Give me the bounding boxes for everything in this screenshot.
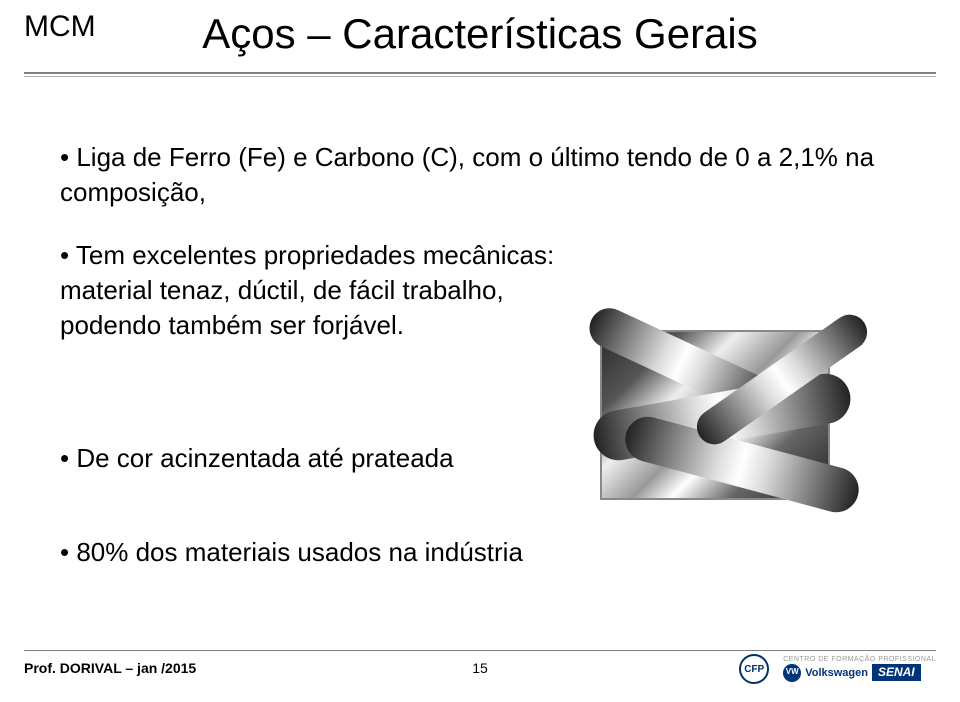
- title-rule-thin: [24, 76, 936, 77]
- vw-logo-block: CENTRO DE FORMAÇÃO PROFISSIONAL VW Volks…: [783, 656, 936, 682]
- vw-small-text: CENTRO DE FORMAÇÃO PROFISSIONAL: [783, 656, 936, 664]
- footer: Prof. DORIVAL – jan /2015 15 CFP CENTRO …: [0, 650, 960, 690]
- footer-logos: CFP CENTRO DE FORMAÇÃO PROFISSIONAL VW V…: [739, 654, 936, 684]
- vw-roundel-icon: VW: [783, 664, 801, 682]
- footer-rule: [24, 650, 936, 651]
- header: MCM Aços – Características Gerais: [0, 10, 960, 58]
- page-title: Aços – Características Gerais: [0, 10, 960, 58]
- title-rule-thick: [24, 72, 936, 74]
- bullet-item: 80% dos materiais usados na indústria: [60, 535, 900, 570]
- slide: MCM Aços – Características Gerais Liga d…: [0, 0, 960, 702]
- corner-label: MCM: [24, 10, 96, 44]
- cfp-logo-icon: CFP: [739, 654, 769, 684]
- senai-logo: SENAI: [872, 664, 921, 681]
- bullet-item: Liga de Ferro (Fe) e Carbono (C), com o …: [60, 140, 900, 210]
- steel-pipes-image: [600, 330, 830, 500]
- bullet-item: Tem excelentes propriedades mecânicas: m…: [60, 238, 580, 343]
- vw-name: Volkswagen: [805, 667, 868, 679]
